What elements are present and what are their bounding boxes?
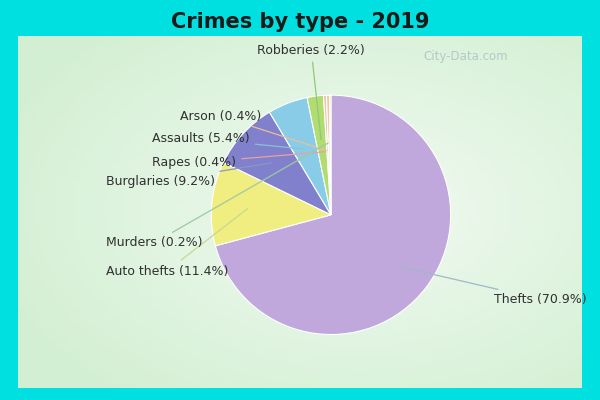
Wedge shape: [326, 95, 331, 215]
Text: Rapes (0.4%): Rapes (0.4%): [152, 152, 325, 169]
Wedge shape: [323, 95, 331, 215]
Wedge shape: [269, 98, 331, 215]
Text: Burglaries (9.2%): Burglaries (9.2%): [106, 163, 271, 188]
Wedge shape: [307, 95, 331, 215]
Wedge shape: [215, 95, 451, 334]
Wedge shape: [211, 162, 331, 246]
Text: Robberies (2.2%): Robberies (2.2%): [257, 44, 365, 140]
Text: Assaults (5.4%): Assaults (5.4%): [152, 132, 303, 149]
Text: Murders (0.2%): Murders (0.2%): [106, 143, 328, 250]
Text: Crimes by type - 2019: Crimes by type - 2019: [171, 12, 429, 32]
Text: Thefts (70.9%): Thefts (70.9%): [401, 267, 587, 306]
Text: City-Data.com: City-Data.com: [424, 50, 508, 63]
Text: Arson (0.4%): Arson (0.4%): [181, 110, 327, 151]
Text: Auto thefts (11.4%): Auto thefts (11.4%): [106, 209, 247, 278]
Wedge shape: [223, 112, 331, 215]
Wedge shape: [329, 95, 331, 215]
